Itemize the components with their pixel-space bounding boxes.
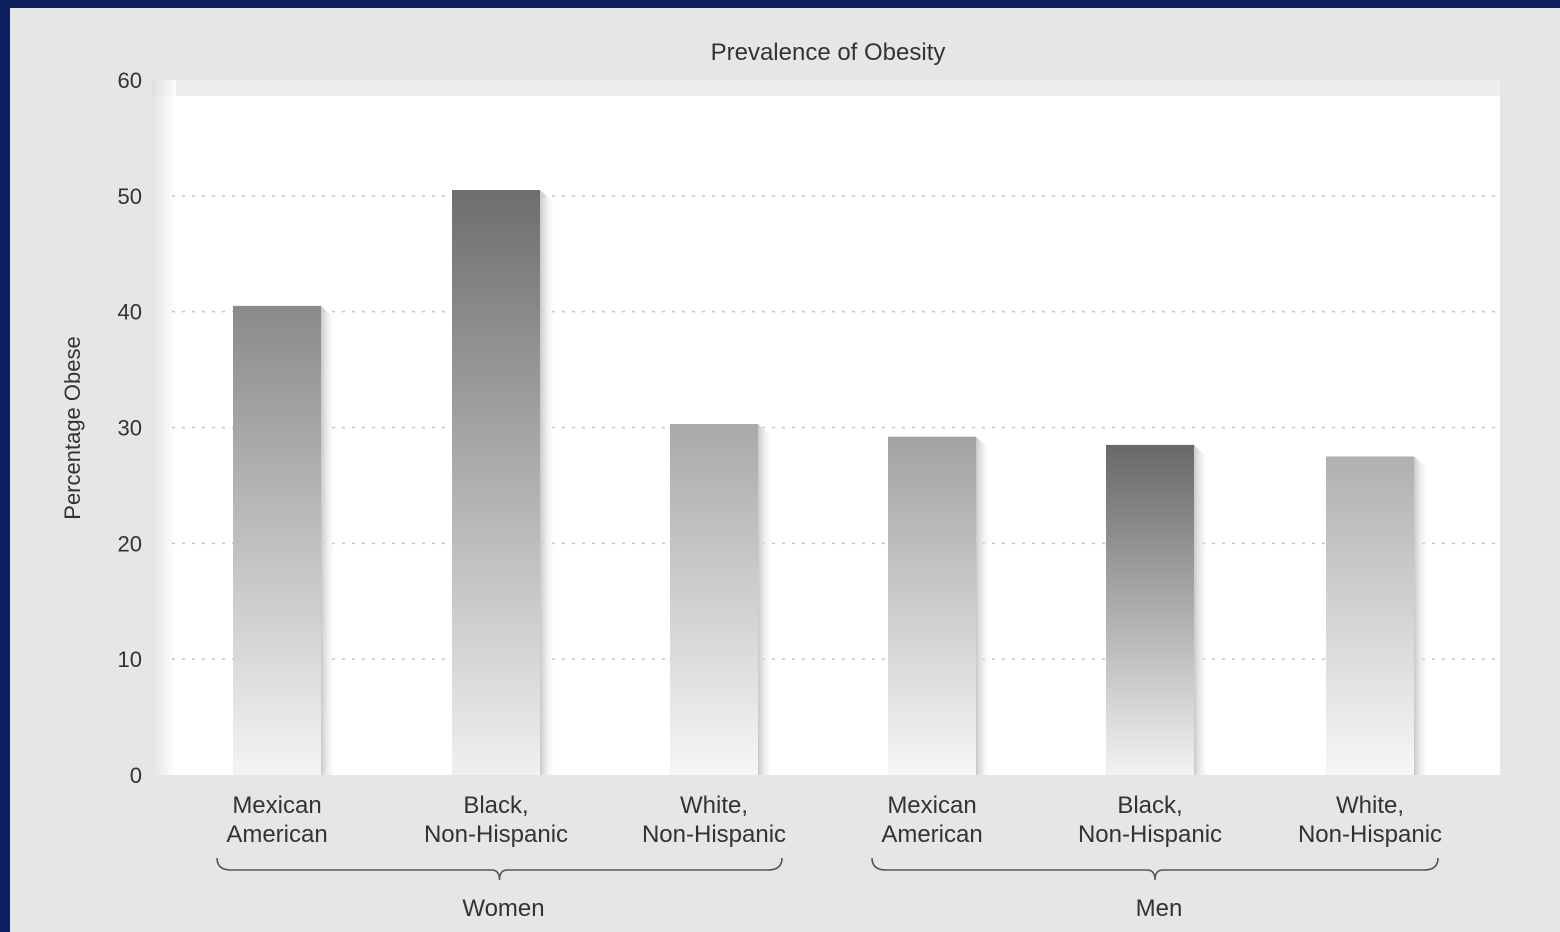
bar [670,424,758,775]
grid-lines [172,195,1500,660]
bar [1326,456,1414,775]
x-tick-label: Mexican American [226,792,327,848]
plot-area [152,80,1500,775]
y-axis-ticks: 0 10 20 30 40 50 60 [118,68,142,788]
x-tick-label: Black, Non-Hispanic [1078,792,1222,848]
bar-shadow [540,190,556,775]
bar-shadow [321,305,337,775]
y-axis-label: Percentage Obese [60,336,85,519]
bar [888,436,976,775]
y-tick-label: 60 [118,68,142,93]
bar-shadow [1194,444,1210,775]
group-label: Women [462,895,544,922]
y-tick-label: 30 [118,416,142,441]
y-tick-label: 10 [118,647,142,672]
group-label: Men [1136,895,1183,922]
chart-title: Prevalence of Obesity [711,39,946,66]
group-bracket [871,857,1439,881]
y-tick-label: 0 [130,763,142,788]
x-tick-label: White, Non-Hispanic [642,792,786,848]
x-tick-label: White, Non-Hispanic [1298,792,1442,848]
bars [233,190,1430,775]
group-brackets: Women Men [216,857,1439,922]
bar [452,190,540,775]
bar [1106,444,1194,775]
y-tick-label: 50 [118,184,142,209]
y-tick-label: 40 [118,300,142,325]
bar [233,305,321,775]
bar-shadow [758,424,774,775]
y-tick-label: 20 [118,531,142,556]
x-tick-label: Black, Non-Hispanic [424,792,568,848]
plot-top-edge [152,80,1500,96]
x-axis-category-labels: Mexican American Black, Non-Hispanic White, N… [226,792,1442,848]
group-bracket [216,857,783,881]
bar-shadow [1414,456,1430,775]
bar-shadow [976,436,992,775]
x-tick-label: Mexican American [881,792,982,848]
